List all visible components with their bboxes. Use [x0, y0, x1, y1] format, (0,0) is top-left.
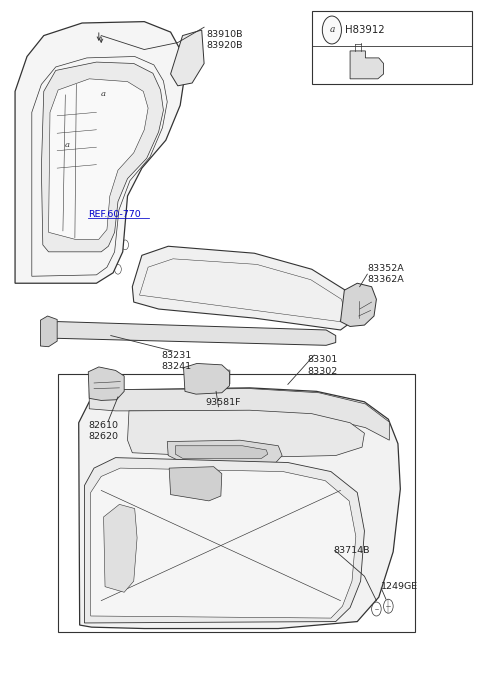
Bar [222, 370, 230, 384]
Text: 83231
83241: 83231 83241 [161, 351, 191, 371]
Text: a: a [101, 90, 106, 98]
Polygon shape [84, 458, 364, 623]
Polygon shape [40, 316, 57, 347]
Polygon shape [175, 446, 268, 459]
Text: 83910B
83920B: 83910B 83920B [206, 30, 243, 50]
Text: 83301
83302: 83301 83302 [307, 355, 337, 375]
Polygon shape [15, 22, 185, 283]
Text: 82610
82620: 82610 82620 [88, 421, 118, 441]
Bar [190, 370, 198, 384]
Text: a: a [329, 25, 335, 34]
Polygon shape [79, 388, 400, 628]
Polygon shape [167, 440, 282, 463]
Polygon shape [89, 389, 389, 440]
Polygon shape [183, 363, 229, 394]
Polygon shape [104, 505, 137, 592]
Polygon shape [350, 51, 384, 79]
Polygon shape [340, 283, 376, 326]
Polygon shape [128, 410, 364, 458]
Polygon shape [41, 322, 336, 345]
Bar [312, 11, 472, 85]
Polygon shape [169, 467, 222, 501]
Circle shape [102, 373, 110, 384]
Polygon shape [91, 468, 356, 618]
Bar [211, 370, 220, 384]
Polygon shape [132, 246, 355, 330]
Circle shape [91, 374, 99, 385]
Polygon shape [48, 79, 148, 239]
Polygon shape [170, 30, 204, 86]
Text: a: a [65, 141, 70, 149]
Text: 1249GE: 1249GE [381, 582, 418, 591]
Text: 93581F: 93581F [205, 398, 240, 407]
Circle shape [93, 79, 114, 110]
Text: 83352A
83362A: 83352A 83362A [367, 264, 404, 284]
Polygon shape [41, 62, 163, 252]
Text: 83714B: 83714B [333, 546, 370, 555]
Circle shape [323, 16, 341, 44]
Text: REF.60-770: REF.60-770 [88, 210, 141, 219]
Text: H83912: H83912 [345, 25, 385, 35]
Polygon shape [88, 367, 124, 401]
Bar [201, 370, 209, 384]
Circle shape [57, 130, 78, 161]
Bar [58, 374, 415, 632]
